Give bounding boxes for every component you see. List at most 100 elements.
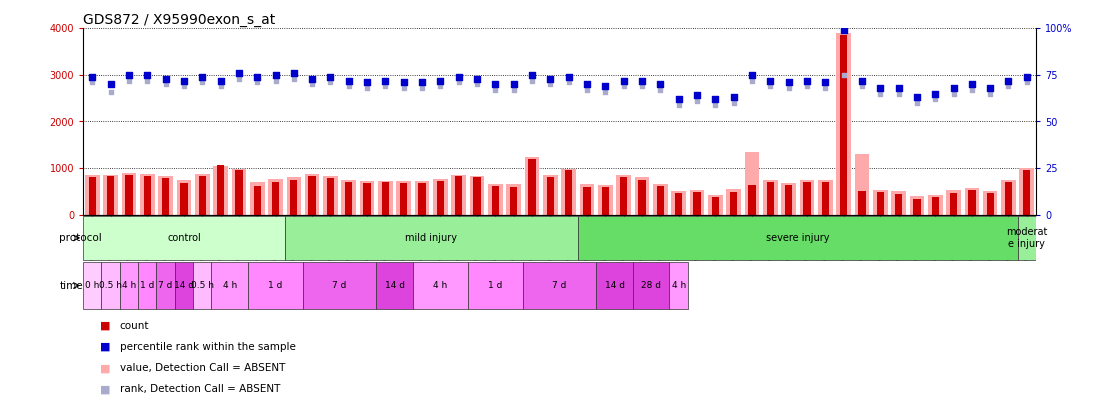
Point (982, 90, 999, 97)
Bar (138, 262, 156, 309)
Point (321, 79, 339, 85)
Point (248, 79, 266, 85)
Bar (360, 181, 375, 215)
Point (523, 77, 541, 84)
Point (909, 94, 926, 100)
Bar (327, 178, 335, 215)
Point (230, 70, 248, 76)
Point (175, 77, 193, 84)
Bar (89, 177, 96, 215)
Bar (470, 175, 484, 215)
Point (377, 77, 394, 84)
Text: time: time (59, 281, 83, 290)
Point (853, 77, 871, 84)
Point (633, 77, 650, 84)
Point (175, 83, 193, 90)
Text: 0.5 h: 0.5 h (99, 281, 122, 290)
Text: 4 h: 4 h (223, 281, 237, 290)
Bar (895, 194, 902, 215)
Point (871, 90, 889, 97)
Point (578, 87, 596, 93)
Text: 4 h: 4 h (122, 281, 136, 290)
Point (780, 85, 798, 91)
Text: 7 d: 7 d (158, 281, 173, 290)
Point (945, 90, 963, 97)
Bar (120, 262, 138, 309)
Point (321, 74, 339, 80)
Bar (176, 180, 192, 215)
Bar (767, 182, 773, 215)
Point (304, 81, 321, 87)
Bar (346, 182, 352, 215)
Bar (803, 182, 811, 215)
Bar (525, 158, 540, 215)
Bar (1019, 168, 1034, 215)
Point (707, 102, 725, 108)
Text: moderat
e injury: moderat e injury (1006, 227, 1047, 249)
Point (431, 83, 450, 90)
Bar (250, 182, 265, 215)
Bar (653, 184, 668, 215)
Point (688, 92, 706, 99)
Bar (983, 192, 997, 215)
Point (138, 77, 156, 84)
Bar (711, 197, 719, 215)
Text: 1 d: 1 d (489, 281, 503, 290)
Bar (932, 197, 938, 215)
Point (798, 83, 815, 90)
Bar (102, 262, 120, 309)
Bar (818, 180, 832, 215)
Bar (821, 182, 829, 215)
Text: control: control (167, 233, 201, 243)
Text: protocol: protocol (59, 233, 102, 243)
Text: 14 d: 14 d (384, 281, 404, 290)
Bar (122, 173, 136, 215)
Point (926, 96, 944, 102)
Bar (193, 262, 212, 309)
Point (999, 77, 1017, 84)
Point (285, 70, 302, 76)
Bar (1002, 180, 1016, 215)
Text: 7 d: 7 d (553, 281, 566, 290)
Point (652, 81, 669, 87)
Bar (83, 215, 285, 260)
Bar (397, 181, 411, 215)
Point (560, 79, 577, 85)
Bar (598, 185, 613, 215)
Bar (437, 181, 444, 215)
Bar (125, 175, 133, 215)
Bar (633, 262, 669, 309)
Bar (873, 190, 888, 215)
Bar (800, 180, 814, 215)
Text: ■: ■ (100, 384, 110, 394)
Bar (546, 177, 554, 215)
Point (578, 81, 596, 87)
Point (871, 85, 889, 91)
Bar (669, 262, 688, 309)
Bar (562, 168, 576, 215)
Bar (859, 192, 865, 215)
Bar (964, 188, 979, 215)
Bar (763, 180, 778, 215)
Bar (708, 195, 722, 215)
Bar (781, 183, 796, 215)
Bar (968, 190, 975, 215)
Point (340, 83, 358, 90)
Point (817, 85, 834, 91)
Text: percentile rank within the sample: percentile rank within the sample (120, 342, 296, 352)
Bar (854, 154, 869, 215)
Point (669, 102, 687, 108)
Bar (158, 177, 173, 215)
Point (523, 72, 541, 78)
Bar (492, 186, 499, 215)
Point (890, 90, 907, 97)
Bar (235, 171, 243, 215)
Text: ■: ■ (100, 321, 110, 331)
Bar (1017, 215, 1036, 260)
Bar (305, 174, 319, 215)
Bar (583, 187, 591, 215)
Point (560, 74, 577, 80)
Bar (1005, 182, 1013, 215)
Point (963, 81, 981, 87)
Text: value, Detection Call = ABSENT: value, Detection Call = ABSENT (120, 363, 285, 373)
